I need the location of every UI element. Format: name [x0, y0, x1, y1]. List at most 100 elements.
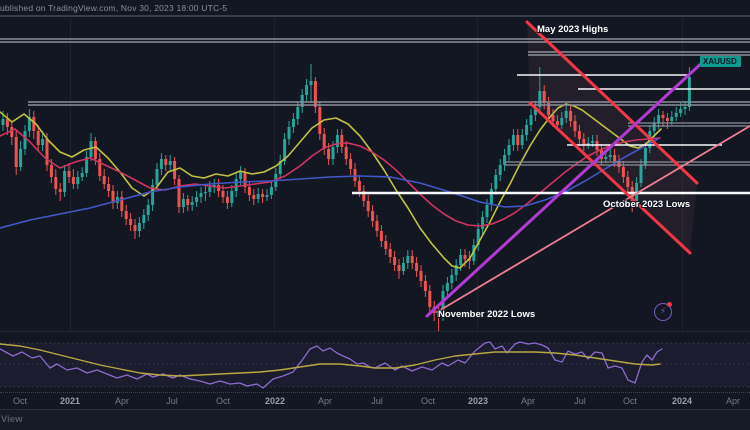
candle-body — [142, 215, 146, 223]
candle-body — [569, 111, 573, 121]
candle-body — [533, 107, 537, 115]
candle-body — [300, 95, 304, 107]
candle-body — [14, 137, 18, 167]
rsi-ma-line — [0, 343, 661, 377]
candle-body — [661, 115, 665, 118]
descending-channel-fill — [527, 22, 697, 253]
candle-body — [643, 148, 647, 165]
candle-body — [384, 241, 388, 249]
price-chart-pane[interactable]: May 2023 Highs October 2023 Lows November … — [0, 19, 750, 331]
candle-body — [494, 175, 498, 189]
axis-year-label: 2024 — [671, 396, 693, 406]
candle-body — [124, 211, 128, 219]
candle-body — [129, 219, 133, 225]
candle-body — [203, 192, 207, 194]
candle-body — [283, 139, 287, 161]
candle-body — [401, 263, 405, 271]
candle-body — [199, 193, 203, 197]
candle-body — [621, 167, 625, 177]
candle-body — [19, 149, 23, 167]
candle-body — [256, 194, 260, 199]
candle-body — [665, 118, 669, 121]
candle-body — [542, 91, 546, 103]
candle-body — [340, 135, 344, 147]
candle-body — [217, 185, 221, 191]
candle-body — [379, 231, 383, 241]
candle-body — [58, 189, 62, 192]
candle-body — [445, 283, 449, 291]
time-axis[interactable]: Oct 2021 Apr Jul Oct 2022 Apr Jul Oct 2023 Apr Jul O… — [0, 392, 750, 410]
ascending-support-pink[interactable] — [436, 125, 750, 313]
chart-annotation[interactable]: October 2023 Lows — [602, 198, 691, 211]
candle-body — [98, 159, 102, 176]
candle-body — [591, 141, 595, 143]
candle-body — [617, 161, 621, 167]
candle-body — [415, 263, 419, 271]
candle-body — [67, 171, 71, 177]
candle-body — [375, 221, 379, 231]
chart-annotation[interactable]: November 2022 Lows — [437, 308, 536, 321]
candle-body — [208, 187, 212, 192]
candle-body — [155, 169, 159, 185]
bottom-bar: View — [0, 409, 750, 430]
descending-channel-upper[interactable] — [525, 20, 699, 185]
candle-body — [63, 171, 67, 192]
descending-channel-lower[interactable] — [528, 101, 692, 255]
candle-body — [529, 115, 533, 125]
axis-month-label: Apr — [725, 396, 741, 406]
candle-body — [93, 141, 97, 159]
candle-body — [454, 265, 458, 275]
candle-body — [551, 115, 555, 121]
candle-body — [23, 131, 27, 149]
candle-body — [137, 223, 141, 231]
candle-body — [265, 195, 269, 197]
candle-body — [564, 111, 568, 118]
axis-month-label: Oct — [622, 396, 638, 406]
lightning-badge-icon[interactable]: ⚡ — [654, 302, 672, 321]
candle-body — [181, 199, 185, 207]
candle-body — [195, 197, 199, 202]
axis-year-label: 2022 — [264, 396, 286, 406]
candle-body — [234, 179, 238, 191]
axis-month-label: Oct — [215, 396, 231, 406]
axis-month-label: Apr — [317, 396, 333, 406]
candle-body — [393, 257, 397, 265]
chart-annotation[interactable]: May 2023 Highs — [536, 23, 609, 36]
candle-body — [652, 123, 656, 131]
candle-body — [322, 134, 326, 149]
candle-body — [406, 256, 410, 263]
candle-body — [221, 191, 225, 197]
candle-body — [626, 177, 630, 187]
rsi-line — [0, 341, 663, 389]
candle-body — [582, 139, 586, 145]
candle-body — [45, 139, 49, 165]
candle-body — [335, 135, 339, 147]
candle-body — [481, 217, 485, 229]
candle-body — [32, 117, 36, 131]
candle-body — [679, 109, 683, 113]
candle-body — [309, 81, 313, 85]
rsi-band — [0, 343, 750, 387]
candle-body — [41, 139, 45, 145]
candle-body — [71, 177, 75, 184]
candle-body — [54, 177, 58, 189]
rsi-oscillator-pane[interactable] — [0, 331, 750, 393]
candle-body — [463, 255, 467, 259]
candle-body — [516, 135, 520, 145]
candle-body — [410, 256, 414, 263]
candle-body — [520, 135, 524, 145]
candle-body — [476, 229, 480, 245]
candle-body — [327, 149, 331, 159]
axis-month-label: Apr — [114, 396, 130, 406]
candle-body — [85, 157, 89, 173]
candle-body — [247, 187, 251, 195]
candle-body — [76, 177, 80, 184]
candle-body — [331, 147, 335, 159]
candle-body — [186, 199, 190, 205]
candle-body — [511, 135, 515, 145]
ascending-support-purple[interactable] — [425, 58, 707, 318]
candle-body — [36, 131, 40, 145]
candle-body — [146, 205, 150, 215]
candle-body — [102, 176, 106, 184]
candle-body — [362, 191, 366, 201]
